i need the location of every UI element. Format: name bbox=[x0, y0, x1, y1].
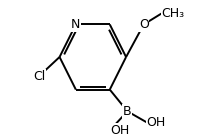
Text: OH: OH bbox=[146, 116, 166, 129]
Text: O: O bbox=[139, 18, 149, 31]
Text: B: B bbox=[123, 105, 132, 118]
Text: Cl: Cl bbox=[33, 70, 45, 83]
Text: N: N bbox=[71, 18, 81, 31]
Text: CH₃: CH₃ bbox=[161, 7, 185, 20]
Text: OH: OH bbox=[110, 124, 129, 137]
